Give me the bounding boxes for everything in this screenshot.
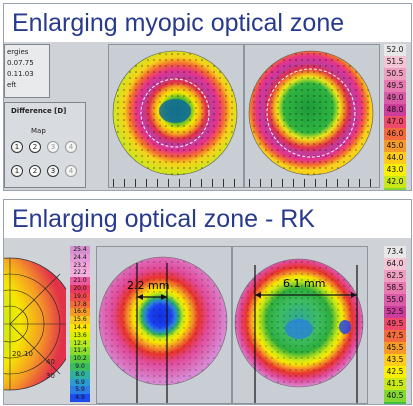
polar-tick-2: 10 [24, 350, 33, 358]
polar-tick-1: 20 [12, 350, 21, 358]
left-scale-cell: 10.2 [70, 355, 90, 363]
top-scale-cell: 49.0 [384, 92, 406, 104]
large-zone-measure-label: 6.1 mm [283, 277, 326, 290]
rk-map-small-zone: 2.2 mm [96, 246, 232, 404]
left-scale-cell: 8.0 [70, 370, 90, 379]
polar-map-svg [4, 257, 66, 391]
left-scale-cell: 5.9 [70, 386, 90, 395]
polar-map-partial: 20 10 40 30 [4, 246, 66, 402]
map-2-button-row1[interactable]: 2 [29, 141, 41, 153]
right-scale-cell: 47.5 [384, 330, 406, 342]
top-scale-cell: 43.0 [384, 164, 406, 176]
top-scale-cell: 49.5 [384, 80, 406, 92]
info-line-1: ergies [7, 48, 29, 56]
top-scale-cell: 52.0 [384, 44, 406, 56]
left-scale-cell: 23.2 [70, 261, 90, 270]
info-line-2: 0.07.75 [7, 59, 34, 67]
polar-tick-3: 40 [46, 358, 55, 366]
topography-map-after-svg [248, 50, 374, 176]
info-line-4: eft [7, 81, 17, 89]
patient-info-box: ergies 0.07.75 0.11.03 eft [4, 44, 50, 98]
map-3-button-row1[interactable]: 3 [47, 141, 59, 153]
left-scale-cell: 12.4 [70, 339, 90, 348]
right-scale-cell: 73.4 [384, 246, 406, 258]
right-scale-cell: 39.5 [384, 402, 406, 404]
bottom-panel-title: Enlarging optical zone - RK [4, 200, 411, 238]
right-scale-cell: 52.5 [384, 306, 406, 318]
top-scale-cell: 47.0 [384, 116, 406, 128]
info-line-3: 0.11.03 [7, 70, 34, 78]
left-scale-cell: 21.0 [70, 277, 90, 285]
top-comparison-panel: Enlarging myopic optical zone ergies 0.0… [3, 3, 412, 191]
right-scale-cell: 64.0 [384, 258, 406, 270]
top-scale-cell: 42.0 [384, 176, 406, 188]
left-scale-cell: 19.0 [70, 292, 90, 301]
difference-label: Difference [D] [11, 107, 67, 115]
top-color-scale: 52.0 51.5 50.5 49.5 49.0 48.0 47.0 46.0 45.0 44.0… [384, 44, 406, 190]
right-scale-cell: 41.5 [384, 378, 406, 390]
small-zone-measure-label: 2.2 mm [127, 279, 170, 292]
map-4-button-row1[interactable]: 4 [65, 141, 77, 153]
right-scale-cell: 49.5 [384, 318, 406, 330]
left-scale-cell: 25.4 [70, 246, 90, 254]
left-scale-cell: 20.0 [70, 284, 90, 293]
rk-map-small-svg [98, 256, 228, 403]
left-scale-cell: 6.9 [70, 378, 90, 387]
left-scale-cell: 4.9 [70, 394, 90, 402]
topography-map-before-svg [112, 50, 238, 176]
right-scale-cell: 55.0 [384, 294, 406, 306]
right-color-scale: 73.4 64.0 62.5 58.5 55.0 52.5 49.5 47.5 45.5 43.5… [384, 246, 406, 404]
right-scale-cell: 62.5 [384, 270, 406, 282]
left-scale-cell: 17.8 [70, 300, 90, 309]
map-1-button-row1[interactable]: 1 [11, 141, 23, 153]
right-scale-cell: 42.5 [384, 366, 406, 378]
top-scale-cell: 44.0 [384, 152, 406, 164]
map-2-button-row2[interactable]: 2 [29, 165, 41, 177]
top-scale-cell: 46.0 [384, 128, 406, 140]
left-scale-cell: 11.4 [70, 347, 90, 356]
map-label: Map [31, 127, 46, 135]
right-scale-cell: 58.5 [384, 282, 406, 294]
map-before-axis [113, 179, 239, 187]
difference-map-box: Difference [D] Map 1 2 3 4 1 2 3 4 [4, 102, 86, 188]
map-1-button-row2[interactable]: 1 [11, 165, 23, 177]
topography-map-after [244, 44, 380, 188]
top-scale-cell: 48.0 [384, 104, 406, 116]
map-after-axis [249, 179, 375, 187]
rk-map-large-zone: 6.1 mm [232, 246, 368, 404]
topography-map-before [108, 44, 244, 188]
right-scale-cell: 45.5 [384, 342, 406, 354]
left-scale-cell: 22.2 [70, 269, 90, 278]
top-scale-cell: 51.5 [384, 56, 406, 68]
left-scale-cell: 9.0 [70, 362, 90, 371]
rk-map-large-svg [234, 258, 364, 403]
top-scale-cell: 50.5 [384, 68, 406, 80]
top-panel-title: Enlarging myopic optical zone [4, 4, 411, 42]
top-scale-cell: 41.0 [384, 188, 406, 190]
right-scale-cell: 43.5 [384, 354, 406, 366]
left-scale-cell: 24.4 [70, 253, 90, 262]
left-scale-cell: 14.4 [70, 323, 90, 332]
bottom-comparison-panel: Enlarging optical zone - RK 2 [3, 199, 412, 405]
polar-tick-4: 30 [46, 372, 55, 380]
right-scale-cell: 40.5 [384, 390, 406, 402]
left-color-scale: 25.4 24.4 23.2 22.2 21.0 20.0 19.0 17.8 16.6 15.6… [70, 246, 90, 402]
left-scale-cell: 15.6 [70, 316, 90, 324]
map-4-button-row2[interactable]: 4 [65, 165, 77, 177]
left-scale-cell: 16.6 [70, 308, 90, 317]
left-scale-cell: 13.6 [70, 331, 90, 340]
map-3-button-row2[interactable]: 3 [47, 165, 59, 177]
top-scale-cell: 45.0 [384, 140, 406, 152]
